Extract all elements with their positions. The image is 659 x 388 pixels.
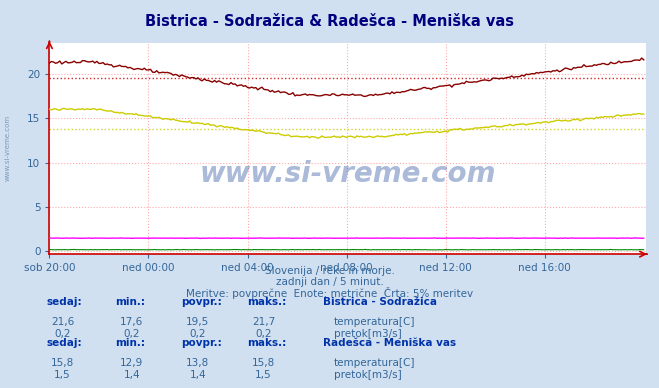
Text: 21,7: 21,7 <box>252 317 275 327</box>
Text: maks.:: maks.: <box>247 297 287 307</box>
Text: 0,2: 0,2 <box>54 329 71 339</box>
Text: sedaj:: sedaj: <box>46 297 82 307</box>
Text: Radešca - Meniška vas: Radešca - Meniška vas <box>323 338 456 348</box>
Text: 15,8: 15,8 <box>51 358 74 368</box>
Text: min.:: min.: <box>115 297 146 307</box>
Text: zadnji dan / 5 minut.: zadnji dan / 5 minut. <box>275 277 384 287</box>
Text: Bistrica - Sodražica: Bistrica - Sodražica <box>323 297 437 307</box>
Text: 0,2: 0,2 <box>123 329 140 339</box>
Text: 0,2: 0,2 <box>255 329 272 339</box>
Text: povpr.:: povpr.: <box>181 338 222 348</box>
Text: pretok[m3/s]: pretok[m3/s] <box>334 329 402 339</box>
Text: sedaj:: sedaj: <box>46 338 82 348</box>
Text: temperatura[C]: temperatura[C] <box>334 358 416 368</box>
Text: temperatura[C]: temperatura[C] <box>334 317 416 327</box>
Text: 1,5: 1,5 <box>54 370 71 380</box>
Text: 15,8: 15,8 <box>252 358 275 368</box>
Text: min.:: min.: <box>115 338 146 348</box>
Text: 12,9: 12,9 <box>120 358 144 368</box>
Text: 21,6: 21,6 <box>51 317 74 327</box>
Text: 0,2: 0,2 <box>189 329 206 339</box>
Text: 13,8: 13,8 <box>186 358 210 368</box>
Text: 1,4: 1,4 <box>123 370 140 380</box>
Text: 1,5: 1,5 <box>255 370 272 380</box>
Text: povpr.:: povpr.: <box>181 297 222 307</box>
Text: 1,4: 1,4 <box>189 370 206 380</box>
Text: Meritve: povprečne  Enote: metrične  Črta: 5% meritev: Meritve: povprečne Enote: metrične Črta:… <box>186 287 473 299</box>
Text: Bistrica - Sodražica & Radešca - Meniška vas: Bistrica - Sodražica & Radešca - Meniška… <box>145 14 514 29</box>
Text: 19,5: 19,5 <box>186 317 210 327</box>
Text: Slovenija / reke in morje.: Slovenija / reke in morje. <box>264 266 395 276</box>
Text: www.si-vreme.com: www.si-vreme.com <box>200 160 496 188</box>
Text: 17,6: 17,6 <box>120 317 144 327</box>
Text: maks.:: maks.: <box>247 338 287 348</box>
Text: www.si-vreme.com: www.si-vreme.com <box>5 114 11 180</box>
Text: pretok[m3/s]: pretok[m3/s] <box>334 370 402 380</box>
